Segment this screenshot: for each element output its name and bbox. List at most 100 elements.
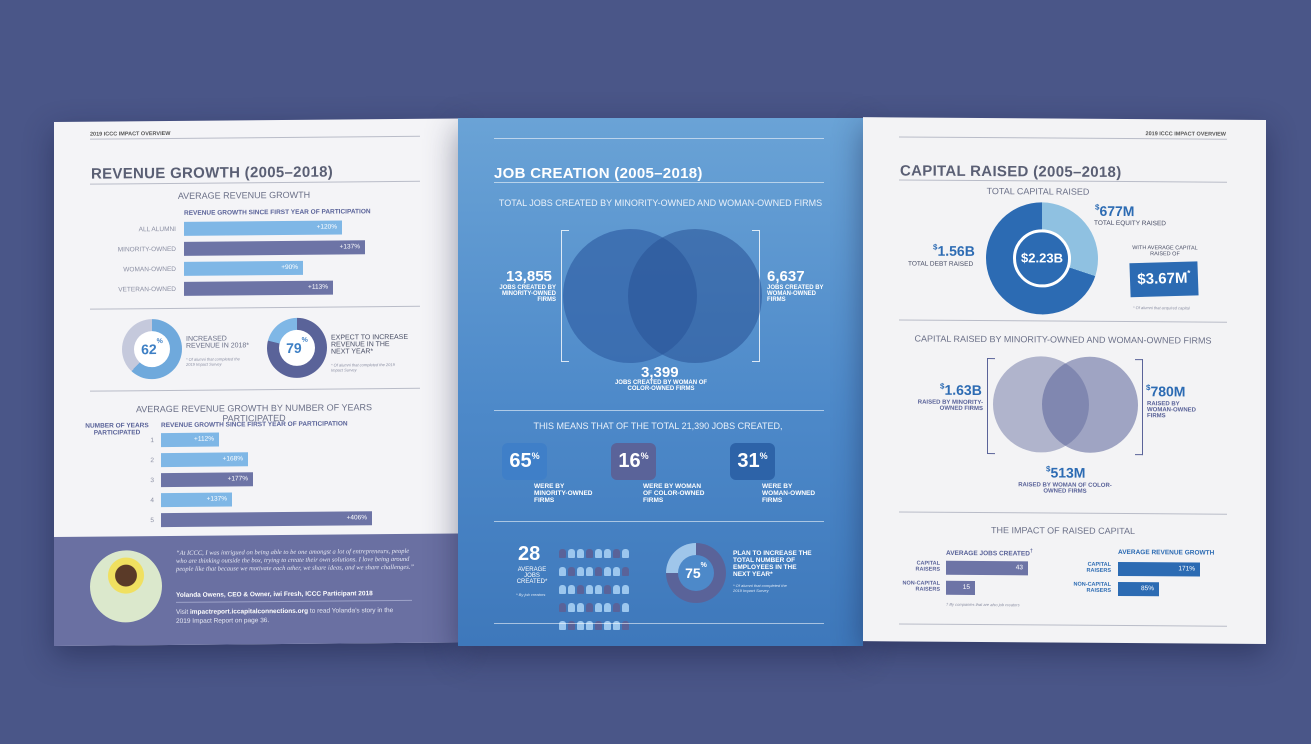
revenue-bar: +90%: [184, 260, 303, 276]
minority-capital-label: RAISED BY MINORITY-OWNED FIRMS: [917, 399, 983, 413]
section-title: TOTAL JOBS CREATED BY MINORITY-OWNED AND…: [498, 198, 823, 208]
footnote: * Of alumni that acquired capital: [1133, 305, 1190, 311]
capital-page: 2019 ICCC IMPACT OVERVIEW CAPITAL RAISED…: [863, 117, 1266, 645]
person-icon: [586, 603, 593, 612]
column-heading: REVENUE GROWTH SINCE FIRST YEAR OF PARTI…: [161, 420, 348, 430]
visit-note: Visit impactreport.iccapitalconnections.…: [176, 607, 394, 625]
donut-value: 62: [141, 341, 157, 358]
avg-capital-flag: $3.67M*: [1129, 261, 1199, 298]
years-bar: +177%: [161, 472, 253, 488]
revenue-bars: ALL ALUMNI +120% MINORITY-OWNED +137% WOMAN-…: [54, 118, 458, 296]
person-icon: [595, 585, 602, 594]
donut-value: 79: [286, 339, 302, 356]
avg-jobs-value: 28: [518, 543, 541, 565]
callout-16: 16%: [611, 443, 656, 480]
callout-label: WERE BY WOMAN OF COLOR-OWNED FIRMS: [643, 483, 705, 504]
woman-jobs-value: 6,637: [767, 268, 805, 285]
years-bar: +406%: [161, 511, 372, 528]
avg-capital-label: WITH AVERAGE CAPITAL RAISED OF: [1132, 245, 1198, 258]
person-icon: [586, 549, 593, 558]
person-icon: [604, 585, 611, 594]
years-bar: +137%: [161, 492, 232, 508]
person-icon: [559, 603, 566, 612]
avg-jobs-label: AVERAGE JOBS CREATED*: [516, 567, 548, 585]
section-title: AVERAGE REVENUE GROWTH: [177, 189, 311, 201]
person-icon: [622, 585, 629, 594]
person-icon: [559, 549, 566, 558]
callout-label: WERE BY MINORITY-OWNED FIRMS: [534, 483, 593, 504]
minority-capital-value: 1.63B: [944, 381, 982, 399]
person-icon: [577, 567, 584, 576]
person-icon: [604, 603, 611, 612]
person-icon: [613, 549, 620, 558]
years-bars: 1 +112% 2 +168% 3 +177% 4 +137% 5 +406%: [54, 118, 458, 528]
callout-31: 31%: [730, 443, 775, 480]
row-label: WOMAN-OWNED: [123, 265, 176, 274]
years-bar: +112%: [161, 432, 219, 448]
portrait-photo: [90, 550, 162, 623]
person-icon: [577, 549, 584, 558]
person-icon: [595, 549, 602, 558]
venn-woman: [628, 229, 762, 363]
overlap-jobs-label: JOBS CREATED BY WOMAN OF COLOR-OWNED FIR…: [614, 380, 708, 392]
person-icon: [577, 603, 584, 612]
person-icon: [568, 549, 575, 558]
section-title: THE IMPACT OF RAISED CAPITAL: [990, 525, 1136, 537]
person-icon: [613, 585, 620, 594]
person-icon: [568, 603, 575, 612]
year-label: 3: [150, 477, 154, 485]
woman-capital-value: 780M: [1150, 383, 1186, 400]
column-heading: REVENUE GROWTH SINCE FIRST YEAR OF PARTI…: [184, 208, 371, 217]
testimonial: “At ICCC, I was intrigued on being able …: [54, 533, 458, 646]
running-head: 2019 ICCC IMPACT OVERVIEW: [1145, 131, 1226, 138]
person-icon: [604, 621, 611, 630]
donut-label: EXPECT TO INCREASE REVENUE IN THE NEXT Y…: [331, 333, 409, 356]
donut-label: INCREASED REVENUE IN 2018*: [186, 335, 250, 350]
person-icon: [613, 567, 620, 576]
year-label: 2: [150, 457, 154, 465]
equity-value: 677M: [1099, 202, 1135, 220]
person-icon: [586, 621, 593, 630]
person-icon: [622, 621, 629, 630]
footnote: * By job creators: [516, 592, 546, 597]
revenue-heading: AVERAGE REVENUE GROWTH: [1118, 548, 1215, 557]
footnote: † By companies that are also job creator…: [946, 601, 1020, 608]
quote-text: “At ICCC, I was intrigued on being able …: [176, 547, 414, 573]
revenue-bar: +113%: [184, 280, 333, 296]
person-icon: [613, 621, 620, 630]
person-icon: [595, 621, 602, 630]
person-icon: [559, 621, 566, 630]
revenue-page: 2019 ICCC IMPACT OVERVIEW REVENUE GROWTH…: [54, 118, 458, 646]
overlap-capital-label: RAISED BY WOMAN OF COLOR-OWNED FIRMS: [1018, 482, 1112, 495]
woman-capital-label: RAISED BY WOMAN-OWNED FIRMS: [1147, 401, 1196, 420]
overlap-capital-value: 513M: [1050, 464, 1086, 481]
person-icon: [595, 603, 602, 612]
year-label: 4: [150, 497, 154, 505]
report-link[interactable]: impactreport.iccapitalconnections.org: [189, 607, 309, 616]
person-icon: [568, 567, 575, 576]
people-icon-grid: [558, 546, 636, 636]
footnote: * Of alumni that completed the 2019 Impa…: [186, 356, 240, 367]
overlap-jobs-value: 3,399: [641, 364, 679, 381]
callout-label: WERE BY WOMAN-OWNED FIRMS: [762, 483, 816, 504]
debt-label: TOTAL DEBT RAISED: [908, 260, 974, 268]
bar-revenue-noncapital: 85%: [1118, 581, 1159, 597]
person-icon: [586, 585, 593, 594]
person-icon: [622, 567, 629, 576]
person-icon: [604, 549, 611, 558]
callout-65: 65%: [502, 443, 547, 480]
person-icon: [577, 585, 584, 594]
total-capital: $2.23B: [1013, 229, 1071, 288]
job-creation-page: JOB CREATION (2005–2018) TOTAL JOBS CREA…: [458, 118, 863, 646]
footnote: * Of alumni that completed the 2019 Impa…: [733, 583, 787, 593]
person-icon: [568, 585, 575, 594]
debt-value: 1.56B: [937, 242, 975, 259]
jobs-heading: AVERAGE JOBS CREATED†: [946, 548, 1033, 558]
row-label: ALL ALUMNI: [138, 225, 176, 234]
years-bar: +168%: [161, 452, 248, 468]
equity-label: TOTAL EQUITY RAISED: [1094, 219, 1166, 228]
woman-jobs-label: JOBS CREATED BY WOMAN-OWNED FIRMS: [767, 285, 824, 303]
person-icon: [559, 585, 566, 594]
year-label: 5: [150, 517, 154, 525]
year-label: 1: [150, 437, 154, 445]
